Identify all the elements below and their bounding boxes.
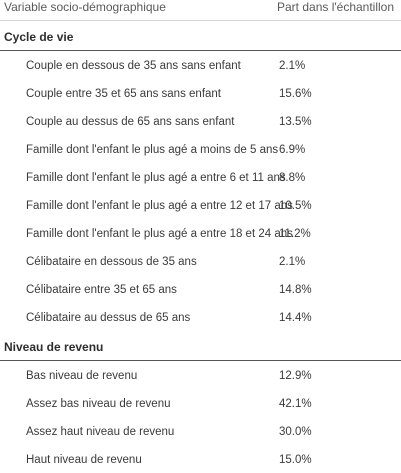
row-label: Bas niveau de revenu (26, 370, 138, 382)
header-share: Part dans l'échantillon (277, 0, 395, 14)
row-value: 14.4% (279, 312, 312, 324)
table-row: Couple entre 35 et 65 ans sans enfant 15.… (0, 79, 401, 107)
table-row: Couple au dessus de 65 ans sans enfant 13… (0, 107, 401, 135)
table-row: Famille dont l'enfant le plus agé a moin… (0, 135, 401, 163)
row-label: Assez bas niveau de revenu (26, 398, 171, 410)
section-header: Cycle de vie (0, 21, 401, 51)
row-value: 15.0% (279, 454, 312, 466)
section-title: Cycle de vie (4, 30, 74, 44)
table-row: Célibataire en dessous de 35 ans 2.1% (0, 247, 401, 275)
table-row: Assez bas niveau de revenu 42.1% (0, 389, 401, 417)
row-label: Famille dont l'enfant le plus agé a entr… (26, 172, 286, 184)
row-value: 2.1% (279, 60, 306, 72)
row-label: Couple au dessus de 65 ans sans enfant (26, 116, 235, 128)
table-row: Assez haut niveau de revenu 30.0% (0, 417, 401, 445)
table-row: Famille dont l'enfant le plus agé a entr… (0, 163, 401, 191)
table-row: Haut niveau de revenu 15.0% (0, 445, 401, 473)
table-row: Célibataire au dessus de 65 ans 14.4% (0, 303, 401, 331)
header-variable: Variable socio-démographique (4, 0, 166, 14)
section-header: Niveau de revenu (0, 331, 401, 361)
row-value: 30.0% (279, 426, 312, 438)
row-value: 13.5% (279, 116, 312, 128)
row-value: 2.1% (279, 256, 306, 268)
row-value: 10.5% (279, 200, 312, 212)
row-label: Couple entre 35 et 65 ans sans enfant (26, 88, 222, 100)
section-title: Niveau de revenu (4, 340, 104, 354)
row-value: 11.2% (279, 228, 311, 240)
table-row: Célibataire entre 35 et 65 ans 14.8% (0, 275, 401, 303)
table-row: Famille dont l'enfant le plus agé a entr… (0, 219, 401, 247)
row-value: 14.8% (279, 284, 312, 296)
row-value: 6.9% (279, 144, 306, 156)
table-row: Famille dont l'enfant le plus agé a entr… (0, 191, 401, 219)
row-value: 12.9% (279, 370, 312, 382)
row-label: Assez haut niveau de revenu (26, 426, 175, 438)
row-label: Célibataire en dessous de 35 ans (26, 256, 197, 268)
table-row: Couple en dessous de 35 ans sans enfant 2… (0, 51, 401, 79)
row-label: Famille dont l'enfant le plus agé a entr… (26, 200, 293, 212)
row-label: Couple en dessous de 35 ans sans enfant (26, 60, 241, 72)
row-value: 8.8% (279, 172, 306, 184)
row-label: Célibataire au dessus de 65 ans (26, 312, 191, 324)
row-label: Famille dont l'enfant le plus agé a entr… (26, 228, 293, 240)
row-label: Célibataire entre 35 et 65 ans (26, 284, 177, 296)
row-value: 15.6% (279, 88, 312, 100)
row-label: Famille dont l'enfant le plus agé a moin… (26, 144, 279, 156)
row-value: 42.1% (279, 398, 312, 410)
table-row: Bas niveau de revenu 12.9% (0, 361, 401, 389)
table-body: Cycle de vie Couple en dessous de 35 ans … (0, 21, 401, 473)
table-header: Variable socio-démographique Part dans l… (0, 0, 401, 21)
row-label: Haut niveau de revenu (26, 454, 142, 466)
